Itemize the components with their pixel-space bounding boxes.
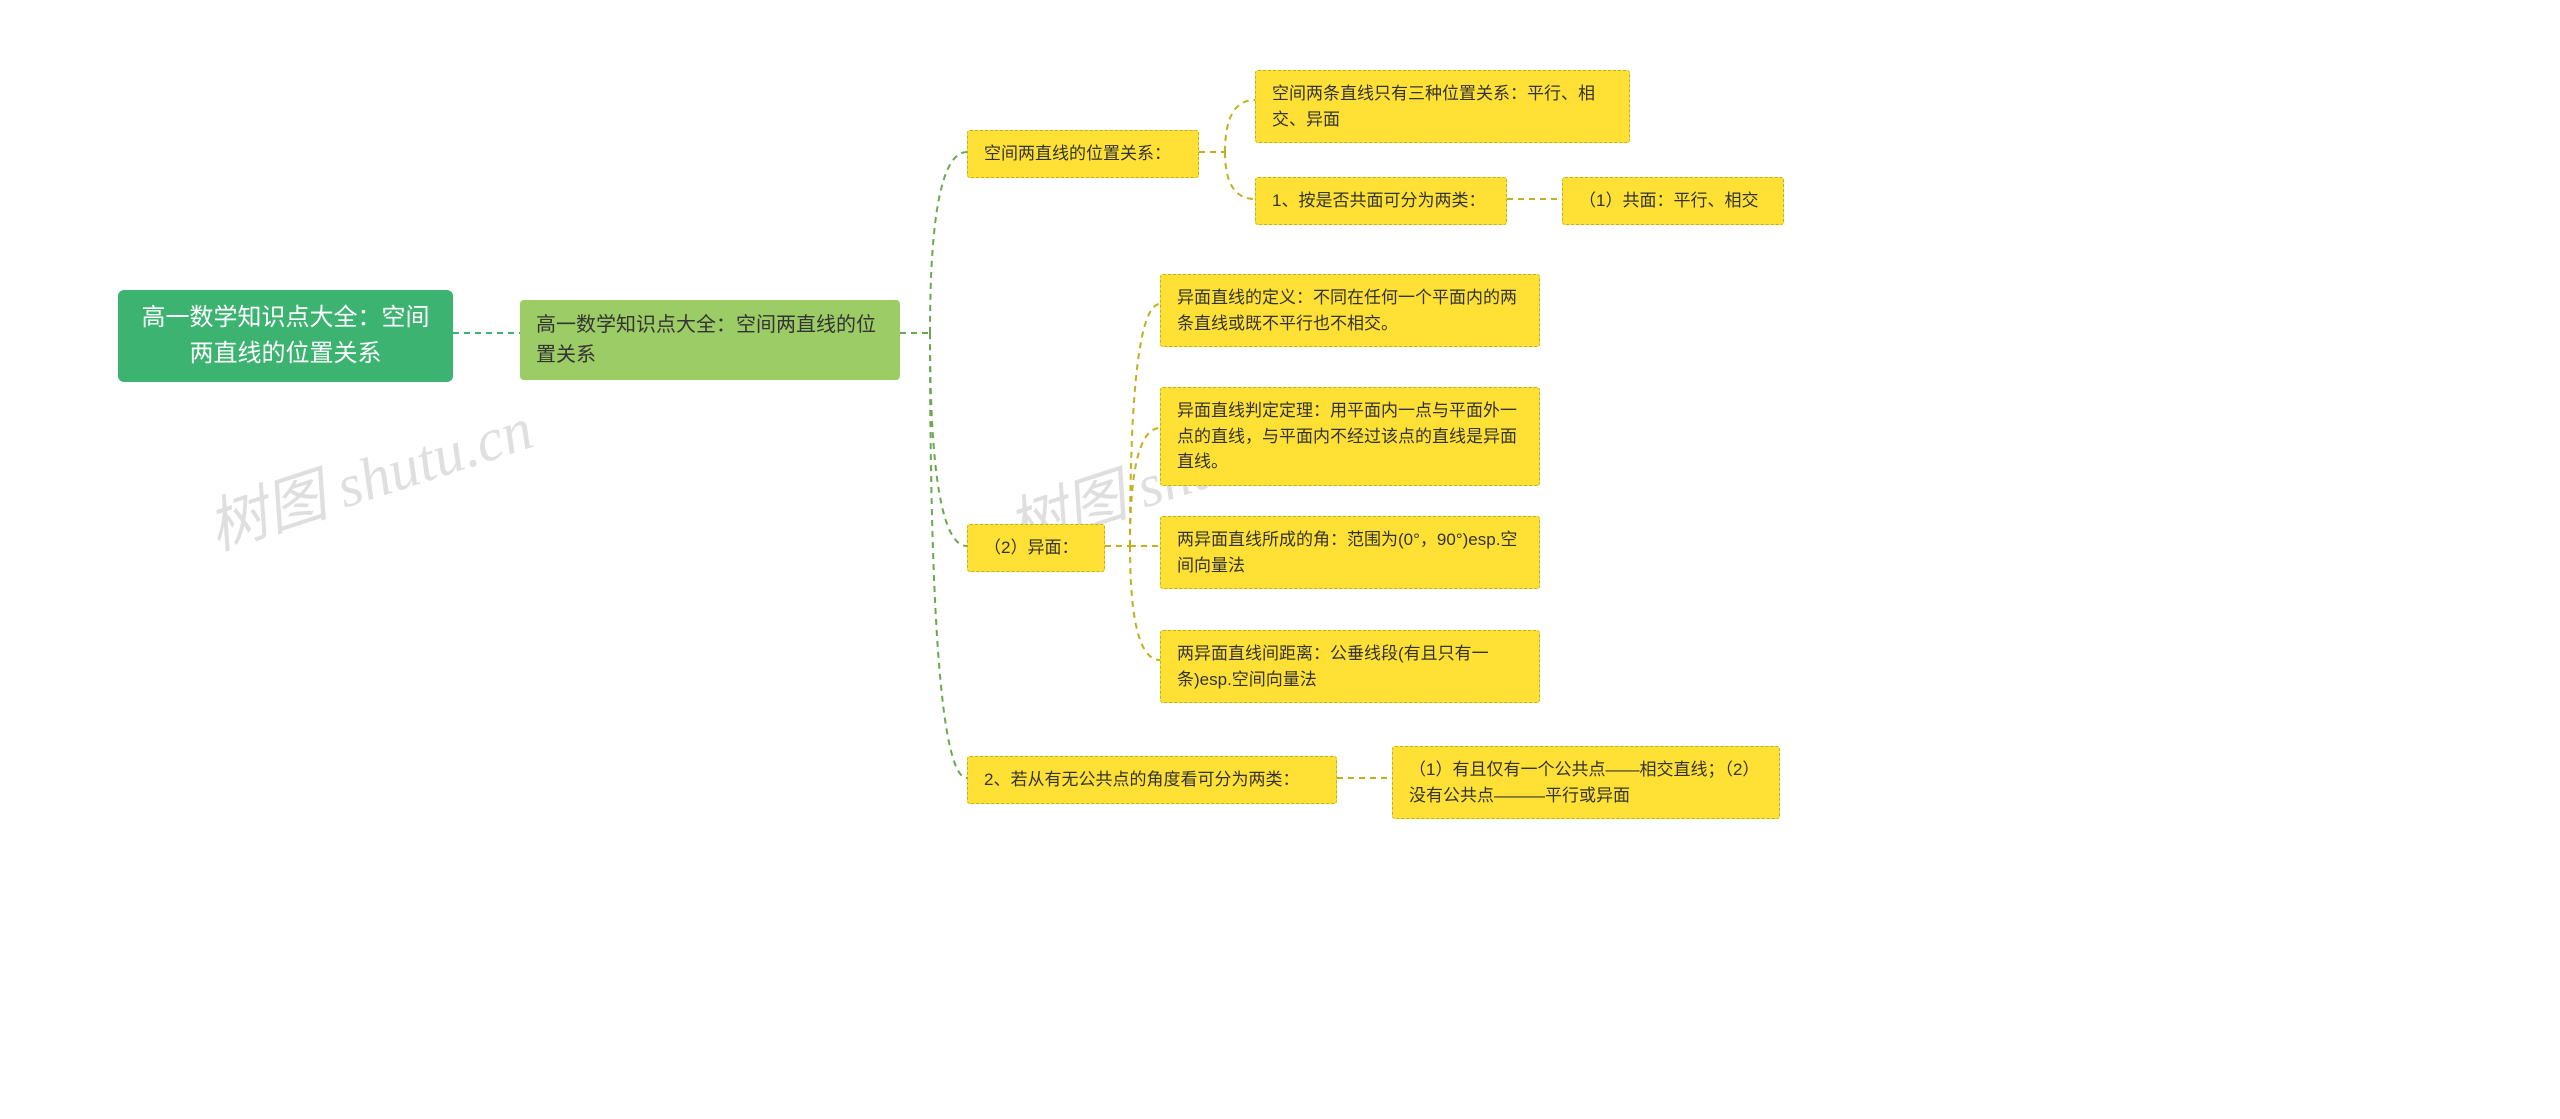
branch-top-child-2-leaf[interactable]: （1）共面：平行、相交 <box>1562 177 1784 225</box>
branch-bot[interactable]: 2、若从有无公共点的角度看可分为两类： <box>967 756 1337 804</box>
edge-top-c2 <box>1225 152 1255 199</box>
edge-l1-top <box>930 152 967 333</box>
branch-mid-child-4[interactable]: 两异面直线间距离：公垂线段(有且只有一条)esp.空间向量法 <box>1160 630 1540 703</box>
branch-mid-child-3-label: 两异面直线所成的角：范围为(0°，90°)esp.空间向量法 <box>1177 527 1523 578</box>
branch-mid-child-4-label: 两异面直线间距离：公垂线段(有且只有一条)esp.空间向量法 <box>1177 641 1523 692</box>
branch-mid-child-1-label: 异面直线的定义：不同在任何一个平面内的两条直线或既不平行也不相交。 <box>1177 285 1523 336</box>
branch-top-child-2-label: 1、按是否共面可分为两类： <box>1272 188 1485 214</box>
branch-mid-child-2[interactable]: 异面直线判定定理：用平面内一点与平面外一点的直线，与平面内不经过该点的直线是异面… <box>1160 387 1540 486</box>
edge-mid-d4 <box>1130 546 1160 660</box>
branch-bot-leaf[interactable]: （1）有且仅有一个公共点——相交直线；（2）没有公共点———平行或异面 <box>1392 746 1780 819</box>
branch-top[interactable]: 空间两直线的位置关系： <box>967 130 1199 178</box>
level1-node[interactable]: 高一数学知识点大全：空间两直线的位置关系 <box>520 300 900 380</box>
branch-bot-label: 2、若从有无公共点的角度看可分为两类： <box>984 767 1299 793</box>
branch-top-child-1-label: 空间两条直线只有三种位置关系：平行、相交、异面 <box>1272 81 1613 132</box>
edge-l1-bot <box>930 333 967 778</box>
edge-mid-d1 <box>1130 304 1160 546</box>
root-node[interactable]: 高一数学知识点大全：空间两直线的位置关系 <box>118 290 453 382</box>
level1-label: 高一数学知识点大全：空间两直线的位置关系 <box>536 310 884 370</box>
branch-mid-child-2-label: 异面直线判定定理：用平面内一点与平面外一点的直线，与平面内不经过该点的直线是异面… <box>1177 398 1523 475</box>
edge-mid-d2 <box>1130 428 1160 546</box>
watermark-left: 树图 shutu.cn <box>195 380 542 567</box>
branch-top-child-1[interactable]: 空间两条直线只有三种位置关系：平行、相交、异面 <box>1255 70 1630 143</box>
edge-top-c1 <box>1225 100 1255 152</box>
branch-mid[interactable]: （2）异面： <box>967 524 1105 572</box>
branch-mid-child-1[interactable]: 异面直线的定义：不同在任何一个平面内的两条直线或既不平行也不相交。 <box>1160 274 1540 347</box>
branch-mid-child-3[interactable]: 两异面直线所成的角：范围为(0°，90°)esp.空间向量法 <box>1160 516 1540 589</box>
edge-l1-mid <box>930 333 967 546</box>
branch-top-child-2-leaf-label: （1）共面：平行、相交 <box>1579 188 1758 214</box>
branch-top-label: 空间两直线的位置关系： <box>984 141 1171 167</box>
branch-bot-leaf-label: （1）有且仅有一个公共点——相交直线；（2）没有公共点———平行或异面 <box>1409 757 1763 808</box>
root-label: 高一数学知识点大全：空间两直线的位置关系 <box>134 300 437 372</box>
branch-top-child-2[interactable]: 1、按是否共面可分为两类： <box>1255 177 1507 225</box>
branch-mid-label: （2）异面： <box>984 535 1078 561</box>
